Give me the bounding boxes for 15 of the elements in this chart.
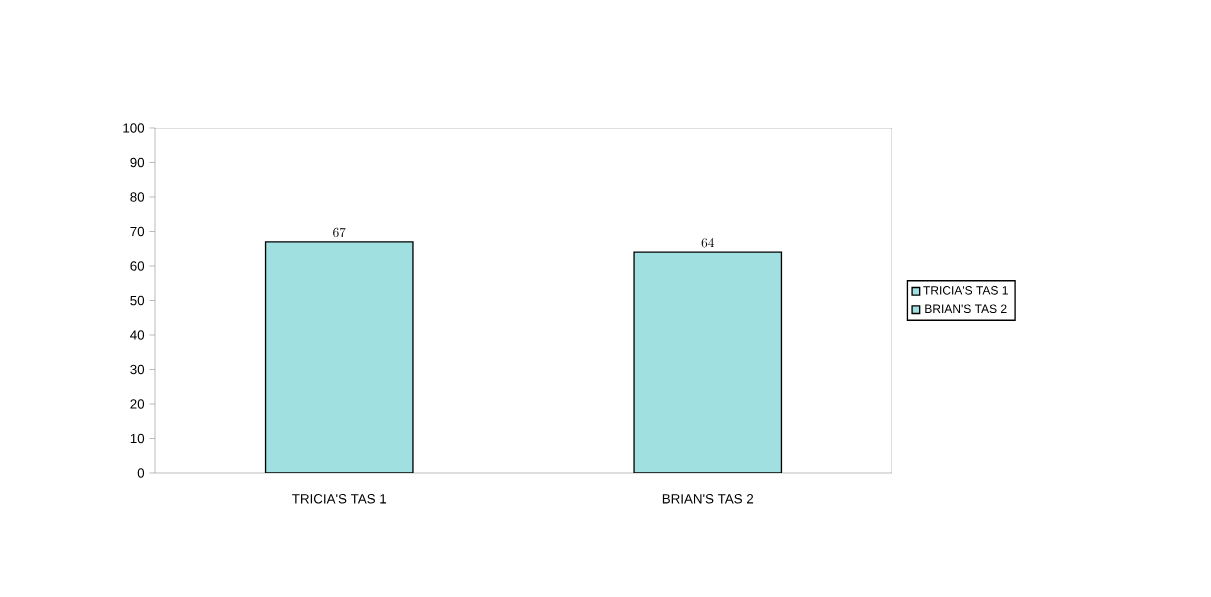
y-tick-label: 100 [123, 123, 145, 133]
y-tick-label: 70 [130, 226, 145, 237]
y-tick-label: 40 [130, 330, 145, 340]
y-tick-label: 80 [130, 192, 145, 202]
data-label: 64 [701, 238, 715, 248]
data-label: 67 [333, 227, 346, 238]
legend-label: BRIAN'S TAS 2 [925, 304, 1007, 313]
y-tick-label: 50 [130, 295, 145, 306]
legend-label: TRICIA'S TAS 1 [923, 286, 1008, 295]
y-tick-label: 90 [130, 157, 145, 168]
y-tick-label: 60 [130, 261, 145, 271]
y-tick-label: 20 [130, 399, 145, 409]
y-tick-label: 0 [137, 468, 145, 478]
y-tick-label: 10 [130, 433, 145, 444]
y-tick-label: 30 [130, 364, 145, 375]
